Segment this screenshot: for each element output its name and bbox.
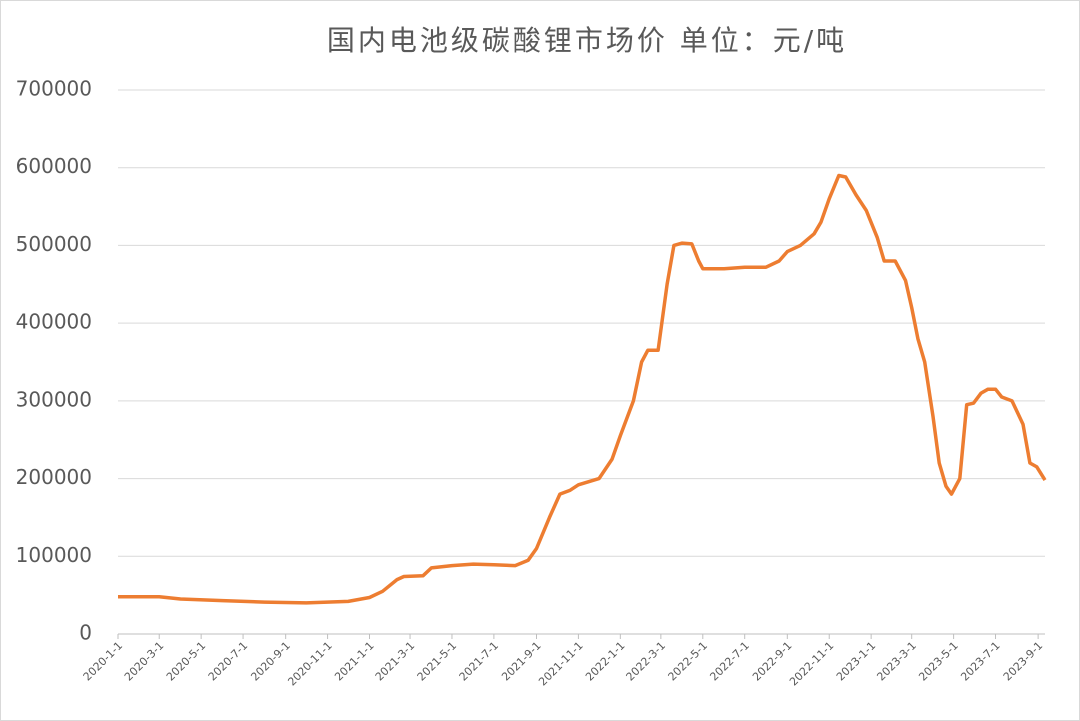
y-tick-label: 0 (79, 621, 92, 645)
y-tick-label: 400000 (16, 310, 92, 334)
y-tick-label: 200000 (16, 465, 92, 489)
y-tick-label: 600000 (16, 154, 92, 178)
chart-title: 国内电池级碳酸锂市场价 单位：元/吨 (327, 24, 847, 57)
y-tick-label: 500000 (16, 232, 92, 256)
y-tick-label: 100000 (16, 543, 92, 567)
y-tick-label: 700000 (16, 77, 92, 101)
line (118, 173, 1047, 605)
y-tick-label: 300000 (16, 387, 92, 411)
